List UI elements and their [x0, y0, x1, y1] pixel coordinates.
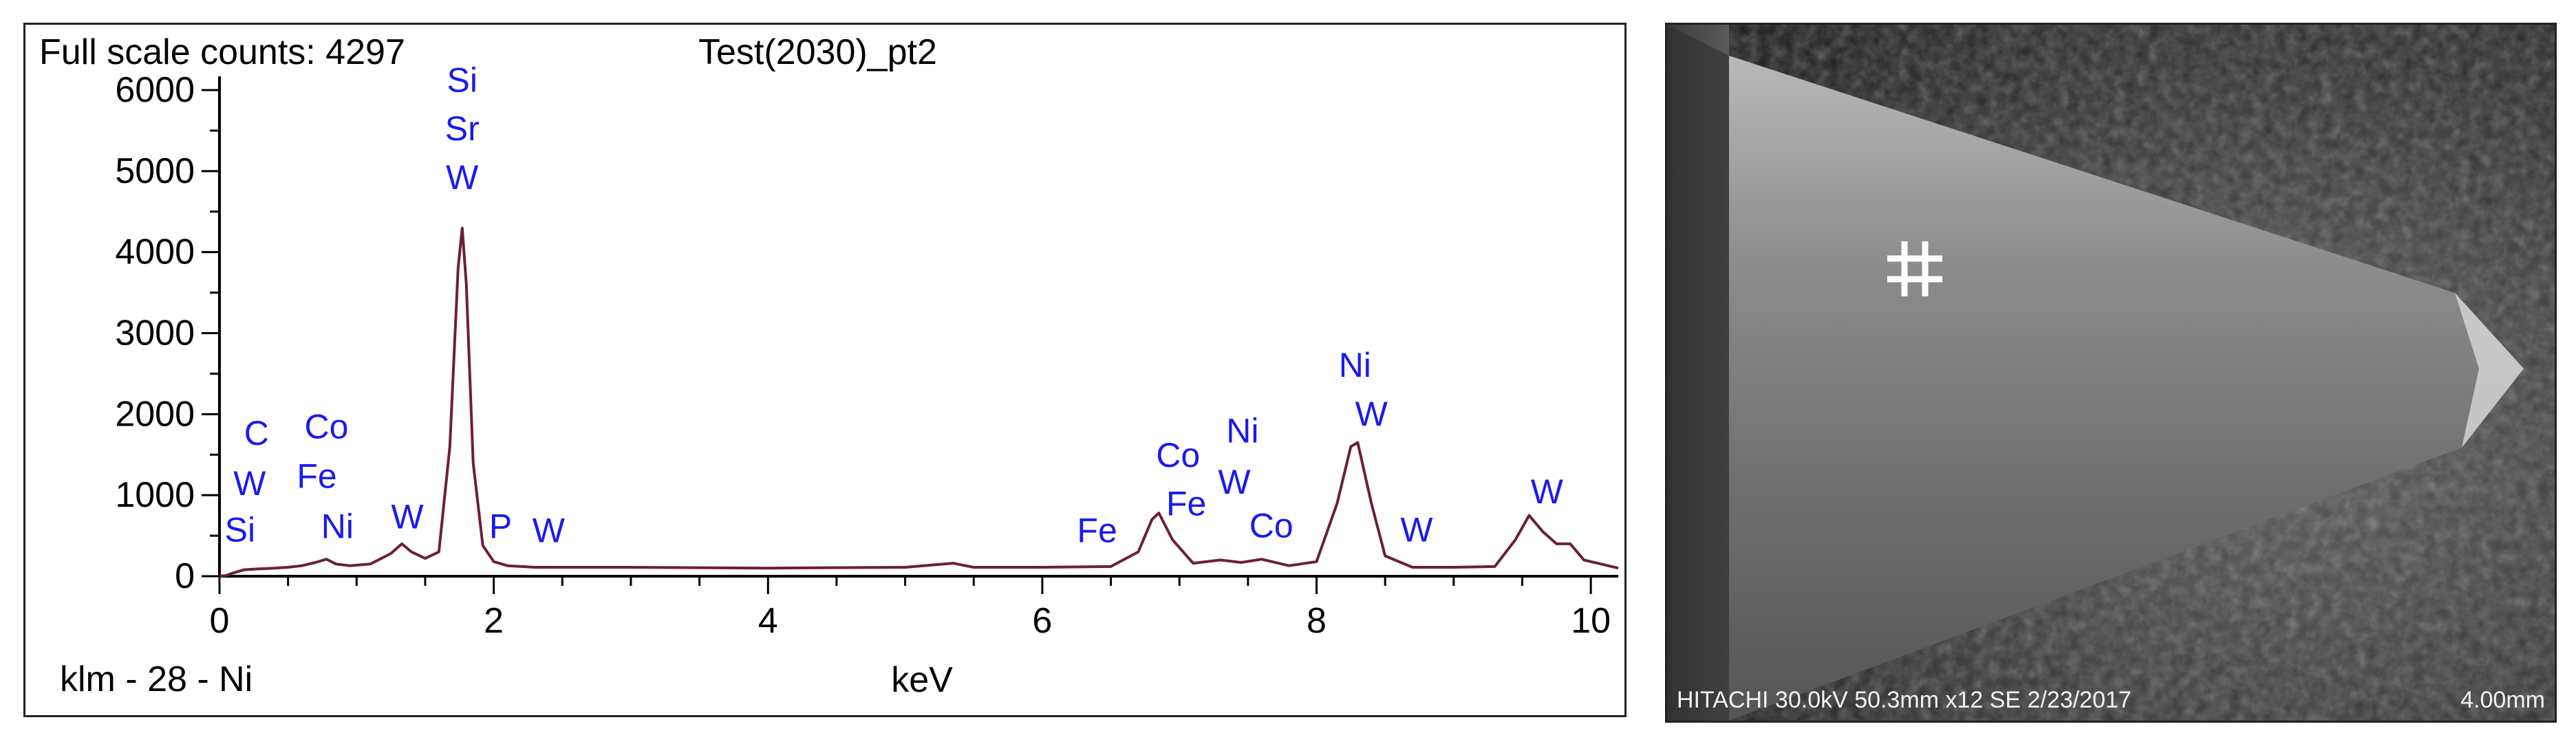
sem-scale-bar-label: 4.00mm — [2460, 686, 2545, 713]
full-scale-counts: Full scale counts: 4297 — [39, 32, 405, 72]
peak-label: W — [446, 158, 479, 197]
line-marker-label: klm - 28 - Ni — [60, 659, 253, 699]
x-axis-label: keV — [891, 660, 953, 700]
peak-label: W — [1355, 395, 1388, 433]
peak-label: Ni — [1339, 346, 1371, 384]
peak-label: W — [391, 497, 424, 536]
peak-label: C — [244, 414, 269, 452]
peak-label: W — [1400, 510, 1433, 549]
peak-label: W — [233, 464, 266, 503]
y-tick-label: 3000 — [115, 314, 195, 353]
sem-info-bar: HITACHI 30.0kV 50.3mm x12 SE 2/23/2017 4… — [1667, 679, 2555, 721]
y-tick-label: 4000 — [115, 232, 195, 272]
peak-label: W — [533, 512, 566, 550]
sem-image — [1667, 25, 2555, 721]
peak-label: Co — [1156, 436, 1200, 474]
tip-apex — [2455, 293, 2524, 448]
spectrum-line — [219, 226, 1619, 578]
peak-label: Co — [1249, 506, 1294, 545]
peak-label: Fe — [1077, 512, 1117, 550]
x-tick-label: 2 — [484, 601, 504, 641]
y-tick-label: 2000 — [115, 394, 195, 434]
crosshair-icon — [1887, 241, 1942, 296]
peak-label: P — [489, 507, 512, 546]
x-tick-label: 4 — [758, 601, 778, 641]
eds-spectrum-chart: 0 2 4 6 8 100100020003000400050006000keVSiWCF… — [115, 61, 1619, 700]
y-tick-label: 0 — [175, 556, 195, 596]
x-tick-label: 10 — [1571, 601, 1611, 641]
peak-label: Si — [447, 61, 477, 99]
tip-left-edge — [1667, 25, 1729, 721]
y-tick-label: 5000 — [115, 151, 195, 191]
eds-spectrum-panel: Full scale counts: 4297 Test(2030)_pt2 k… — [23, 23, 1627, 717]
peak-label: W — [1531, 472, 1564, 511]
chart-title: Test(2030)_pt2 — [698, 32, 937, 72]
peak-label: Fe — [1166, 485, 1206, 523]
y-tick-label: 1000 — [115, 475, 195, 515]
x-tick-label: 8 — [1307, 601, 1327, 641]
peak-label: Ni — [1226, 412, 1258, 450]
y-tick-label: 6000 — [115, 70, 195, 110]
peak-label: W — [1218, 463, 1251, 501]
peak-label: Ni — [321, 507, 354, 546]
peak-label: Co — [305, 408, 349, 446]
peak-label: Si — [225, 510, 255, 549]
peak-label: Fe — [297, 457, 336, 496]
x-tick-label: 6 — [1032, 601, 1052, 641]
x-tick-label: 0 — [210, 601, 230, 641]
peak-label: Sr — [445, 109, 480, 148]
sem-acquisition-info: HITACHI 30.0kV 50.3mm x12 SE 2/23/2017 — [1677, 686, 2132, 713]
sem-micrograph-panel: HITACHI 30.0kV 50.3mm x12 SE 2/23/2017 4… — [1665, 23, 2557, 723]
tip-cone — [1729, 56, 2524, 721]
